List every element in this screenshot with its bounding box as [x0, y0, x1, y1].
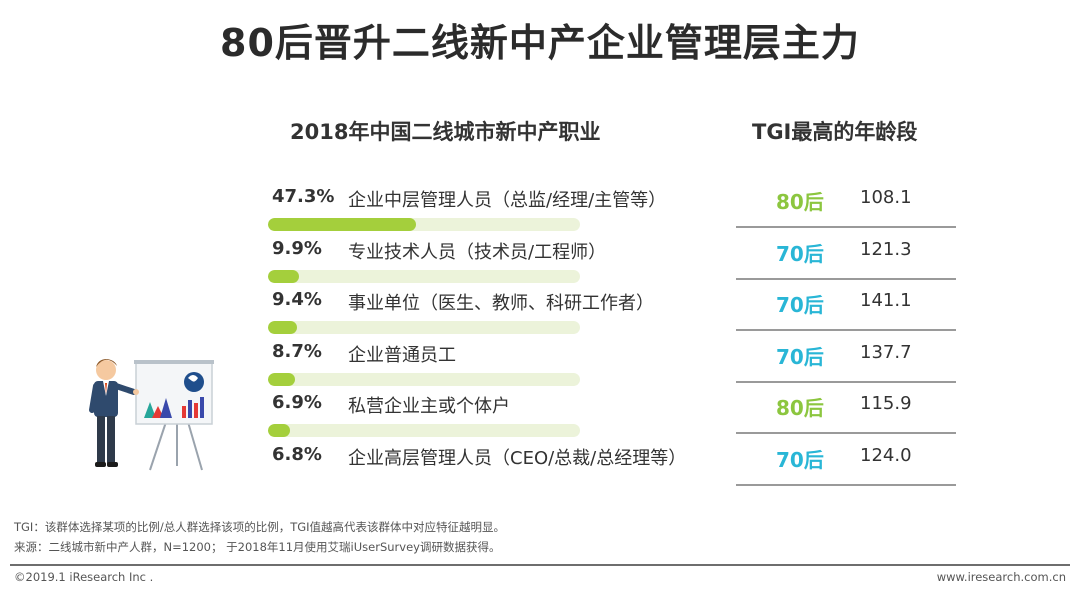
- row-divider: [736, 483, 956, 486]
- chart-row: 6.8% 企业高层管理人员（CEO/总裁/总经理等） 70后 124.0: [0, 444, 1080, 496]
- tgi-value: 124.0: [860, 444, 912, 466]
- chart-title: 2018年中国二线城市新中产职业: [290, 120, 601, 144]
- age-group: 70后: [776, 344, 824, 369]
- row-divider: [736, 329, 956, 331]
- bar: [268, 424, 290, 437]
- page-title: 80后晋升二线新中产企业管理层主力: [220, 21, 860, 65]
- value-label: 6.8%: [272, 443, 322, 465]
- tgi-definition-note: TGI：该群体选择某项的比例/总人群选择该项的比例，TGI值越高代表该群体中对应…: [14, 520, 506, 534]
- age-group: 80后: [776, 396, 824, 420]
- tgi-value: 108.1: [860, 187, 912, 208]
- chart-row: 8.7% 企业普通员工 70后 137.7: [0, 341, 1080, 393]
- bar-track: [268, 424, 580, 437]
- source-note: 来源：二线城市新中产人群，N=1200； 于2018年11月使用艾瑞iUserS…: [14, 540, 501, 554]
- copyright: ©2019.1 iResearch Inc .: [14, 570, 154, 584]
- bar: [268, 321, 298, 334]
- tgi-header: TGI最高的年龄段: [752, 120, 918, 144]
- value-label: 47.3%: [272, 186, 335, 207]
- value-label: 9.9%: [272, 237, 322, 259]
- category-label: 企业高层管理人员（CEO/总裁/总经理等）: [348, 447, 687, 469]
- category-label: 企业中层管理人员（总监/经理/主管等）: [348, 190, 667, 211]
- bar-track: [268, 321, 580, 334]
- age-group: 80后: [776, 190, 824, 214]
- chart-row: 9.9% 专业技术人员（技术员/工程师） 70后 121.3: [0, 238, 1080, 290]
- category-label: 事业单位（医生、教师、科研工作者）: [348, 293, 654, 314]
- bar: [268, 218, 416, 231]
- age-group: 70后: [776, 447, 824, 472]
- bar-track: [268, 269, 580, 283]
- chart-row: 9.4% 事业单位（医生、教师、科研工作者） 70后 141.1: [0, 289, 1080, 341]
- age-group: 70后: [776, 241, 824, 266]
- bar: [268, 372, 296, 386]
- row-divider: [736, 380, 956, 383]
- tgi-value: 121.3: [860, 238, 912, 260]
- chart-row: 47.3% 企业中层管理人员（总监/经理/主管等） 80后 108.1: [0, 186, 1080, 238]
- footer-divider: [10, 564, 1070, 566]
- tgi-value: 137.7: [860, 341, 912, 363]
- value-label: 9.4%: [272, 289, 322, 310]
- age-group: 70后: [776, 293, 824, 317]
- bar: [268, 269, 299, 283]
- bar-track: [268, 218, 580, 231]
- row-divider: [736, 277, 956, 280]
- tgi-value: 141.1: [860, 290, 912, 311]
- value-label: 8.7%: [272, 340, 322, 362]
- tgi-value: 115.9: [860, 393, 912, 414]
- bar-track: [268, 372, 580, 386]
- category-label: 专业技术人员（技术员/工程师）: [348, 241, 607, 263]
- website: www.iresearch.com.cn: [936, 570, 1066, 584]
- value-label: 6.9%: [272, 392, 322, 413]
- row-divider: [736, 432, 956, 434]
- row-divider: [736, 226, 956, 228]
- presenter-illustration: [89, 359, 214, 471]
- category-label: 企业普通员工: [348, 344, 456, 366]
- category-label: 私营企业主或个体户: [348, 396, 510, 417]
- chart-row: 6.9% 私营企业主或个体户 80后 115.9: [0, 392, 1080, 444]
